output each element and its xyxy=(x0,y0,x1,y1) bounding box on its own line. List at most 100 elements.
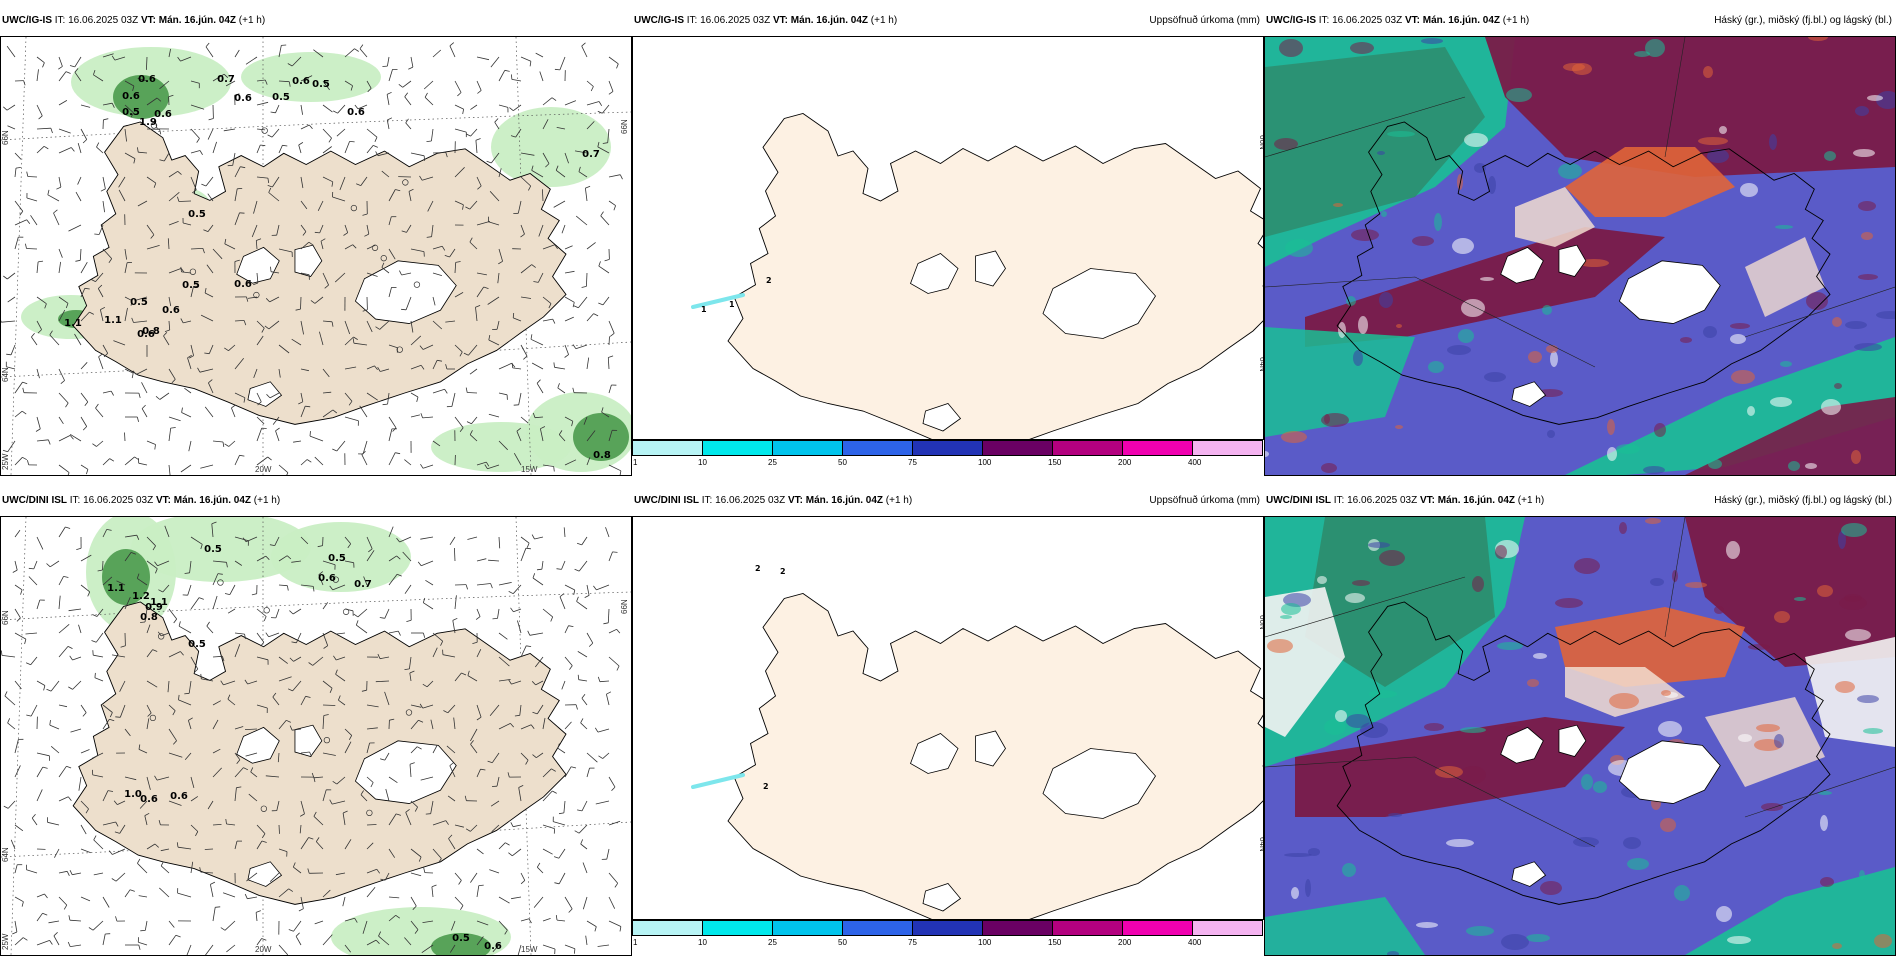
lat-label-64n-right: 64N xyxy=(1258,357,1263,372)
precip-amount-label: 0.7 xyxy=(217,74,235,85)
precip-amount-label: 1.9 xyxy=(139,117,157,128)
panel-title: Háský (gr.), miðský (fj.bl.) og lágský (… xyxy=(1714,495,1892,506)
lon-label-20w: 20W xyxy=(255,465,272,474)
panel-header-left: UWC/DINI ISL IT: 16.06.2025 03Z VT: Mán.… xyxy=(1266,495,1544,506)
lat-label-66n: 66N xyxy=(1,130,10,145)
panel-title: Uppsöfnuð úrkoma (mm) xyxy=(1149,495,1260,506)
precip-amount-label: 1.2 xyxy=(132,591,150,602)
precip-amount-label: 1.1 xyxy=(150,597,168,608)
it-label: IT: xyxy=(1334,495,1345,506)
precip-amount-label: 0.6 xyxy=(234,93,252,104)
precip-amount-label: 0.6 xyxy=(292,76,310,87)
colorbar-tick-label: 50 xyxy=(838,458,847,467)
colorbar-tick-label: 200 xyxy=(1118,458,1131,467)
precip-amount-label: 0.6 xyxy=(170,791,188,802)
colorbar-tick-label: 100 xyxy=(978,458,991,467)
colorbar-tick-label: 25 xyxy=(768,938,777,947)
colorbar-tick-label: 400 xyxy=(1188,938,1201,947)
colorbar-swatch xyxy=(1052,920,1123,936)
cloud-cover-map xyxy=(1265,517,1895,955)
panel-header: UWC/DINI ISL IT: 16.06.2025 03Z VT: Mán.… xyxy=(0,490,632,510)
it-label: IT: xyxy=(70,495,81,506)
precip-amount-label: 0.6 xyxy=(122,91,140,102)
lead-time: (+1 h) xyxy=(254,495,280,506)
precip-amount-label: 0.5 xyxy=(452,933,470,944)
lat-label-64n-right: 64N xyxy=(1258,837,1263,852)
lead-time: (+1 h) xyxy=(239,15,265,26)
panel-header: UWC/DINI ISL IT: 16.06.2025 03Z VT: Mán.… xyxy=(632,490,1264,510)
colorbar-tick-label: 75 xyxy=(908,938,917,947)
model-name: UWC/DINI ISL xyxy=(634,495,699,506)
it-value: 16.06.2025 03Z xyxy=(700,15,770,26)
precip-panel: UWC/IG-IS IT: 16.06.2025 03Z VT: Mán. 16… xyxy=(632,10,1264,482)
lead-time: (+1 h) xyxy=(871,15,897,26)
precip-amount-label: 0.8 xyxy=(140,612,158,623)
vt-value: Mán. 16.jún. 04Z xyxy=(791,15,868,26)
colorbar-swatch xyxy=(632,440,703,456)
wind-panel: UWC/IG-IS IT: 16.06.2025 03Z VT: Mán. 16… xyxy=(0,10,632,482)
colorbar-tick-label: 10 xyxy=(698,938,707,947)
it-label: IT: xyxy=(55,15,66,26)
model-name: UWC/IG-IS xyxy=(2,15,52,26)
lon-label-25w: 25W xyxy=(1,453,10,470)
precip-amount-label: 1.1 xyxy=(107,583,125,594)
map-frame xyxy=(1264,36,1896,476)
it-value: 16.06.2025 03Z xyxy=(1332,15,1402,26)
lon-label-15w: 15W xyxy=(521,465,538,474)
panel-header: UWC/DINI ISL IT: 16.06.2025 03Z VT: Mán.… xyxy=(1264,490,1896,510)
it-value: 16.06.2025 03Z xyxy=(1347,495,1417,506)
vt-value: Mán. 16.jún. 04Z xyxy=(159,15,236,26)
lon-label-25w: 25W xyxy=(1,933,10,950)
colorbar-tick-label: 1 xyxy=(633,938,637,947)
precip-mark-label: 2 xyxy=(763,782,769,791)
colorbar-tick-label: 10 xyxy=(698,458,707,467)
colorbar-swatch xyxy=(702,440,773,456)
lat-label-66n-right: 66N xyxy=(1258,615,1263,630)
colorbar-swatch xyxy=(772,920,843,936)
colorbar-swatch xyxy=(1122,440,1193,456)
colorbar-tick-label: 25 xyxy=(768,458,777,467)
model-name: UWC/DINI ISL xyxy=(2,495,67,506)
precip-amount-label: 0.6 xyxy=(137,329,155,340)
precip-amount-label: 0.6 xyxy=(484,941,502,952)
it-value: 16.06.2025 03Z xyxy=(715,495,785,506)
precip-amount-label: 0.7 xyxy=(582,149,600,160)
lat-label-66n-right: 66N xyxy=(620,119,629,134)
lat-label-66n-right: 66N xyxy=(1258,135,1263,150)
vt-value: Mán. 16.jún. 04Z xyxy=(174,495,251,506)
precip-amount-label: 0.5 xyxy=(188,639,206,650)
precip-amount-label: 0.6 xyxy=(234,279,252,290)
panel-header-left: UWC/IG-IS IT: 16.06.2025 03Z VT: Mán. 16… xyxy=(634,15,897,26)
lead-time: (+1 h) xyxy=(886,495,912,506)
vt-label: VT: xyxy=(1420,495,1435,506)
precip-amount-label: 0.6 xyxy=(138,74,156,85)
precip-amount-label: 0.5 xyxy=(204,544,222,555)
precip-amount-label: 0.8 xyxy=(593,450,611,461)
vt-label: VT: xyxy=(1405,15,1420,26)
vt-label: VT: xyxy=(788,495,803,506)
wind-panel: UWC/DINI ISL IT: 16.06.2025 03Z VT: Mán.… xyxy=(0,490,632,962)
cloud-panel: UWC/IG-IS IT: 16.06.2025 03Z VT: Mán. 16… xyxy=(1264,10,1896,482)
lat-label-66n: 66N xyxy=(1,610,10,625)
colorbar-swatch xyxy=(912,920,983,936)
colorbar-swatch xyxy=(842,920,913,936)
it-value: 16.06.2025 03Z xyxy=(68,15,138,26)
precip-amount-label: 0.7 xyxy=(354,579,372,590)
model-name: UWC/DINI ISL xyxy=(1266,495,1331,506)
precip-amount-label: 0.5 xyxy=(188,209,206,220)
precip-amount-label: 0.5 xyxy=(130,297,148,308)
precip-amount-label: 0.6 xyxy=(140,794,158,805)
precip-mark-label: 1 xyxy=(701,305,707,314)
vt-label: VT: xyxy=(156,495,171,506)
precip-amount-label: 0.5 xyxy=(122,107,140,118)
vt-value: Mán. 16.jún. 04Z xyxy=(1423,15,1500,26)
precip-amount-label: 0.5 xyxy=(328,553,346,564)
